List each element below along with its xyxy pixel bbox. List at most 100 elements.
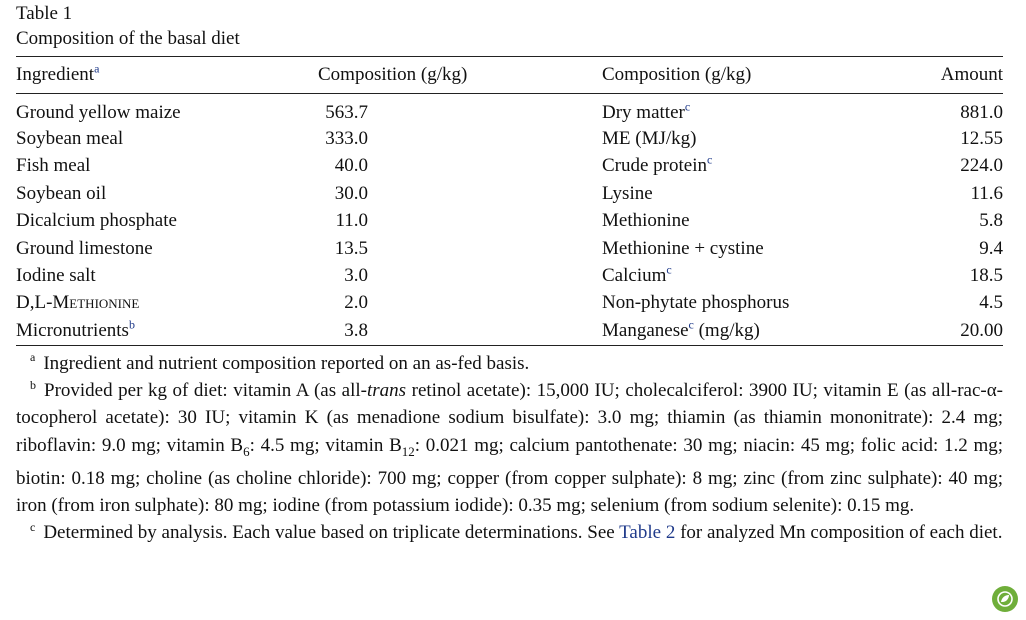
footnote-ref[interactable]: c: [688, 317, 694, 332]
nutrient-cell: Lysine: [602, 181, 918, 208]
ingredient-amount-cell: 3.8: [318, 318, 602, 345]
table-row: Soybean meal 333.0 ME (MJ/kg) 12.55: [16, 126, 1003, 153]
ingredient-name: Soybean meal: [16, 128, 124, 149]
ingredient-cell: Ground limestone: [16, 236, 318, 263]
table-header-row: Ingredienta Composition (g/kg) Compositi…: [16, 56, 1003, 94]
ingredient-amount: 11.0: [335, 210, 368, 232]
table-wrapper: Table 1 Composition of the basal diet In…: [16, 0, 1003, 547]
ingredient-amount-cell: 3.0: [318, 263, 602, 290]
ingredient-amount-cell: 30.0: [318, 181, 602, 208]
ingredient-cell: Iodine salt: [16, 263, 318, 290]
footnote-ref[interactable]: c: [707, 153, 713, 168]
table-row: Iodine salt 3.0 Calciumc 18.5: [16, 263, 1003, 290]
nutrient-amount: 4.5: [979, 292, 1003, 314]
table-row: Dicalcium phosphate 11.0 Methionine 5.8: [16, 208, 1003, 235]
nutrient-amount: 9.4: [979, 237, 1003, 259]
nutrient-amount-cell: 224.0: [918, 153, 1003, 180]
ingredient-name: D,L-Methionine: [16, 292, 140, 314]
ingredient-amount: 563.7: [325, 102, 368, 123]
nutrient-name: Non-phytate phosphorus: [602, 292, 790, 314]
ingredient-cell: Fish meal: [16, 153, 318, 180]
nutrient-amount: 11.6: [970, 182, 1003, 204]
nutrient-unit: (mg/kg): [693, 319, 760, 341]
nutrient-amount-cell: 9.4: [918, 236, 1003, 263]
ingredient-cell: Soybean meal: [16, 126, 318, 153]
composition-table: Ingredienta Composition (g/kg) Compositi…: [16, 56, 1003, 346]
table-row: Ground limestone 13.5 Methionine + cystine…: [16, 236, 1003, 263]
ingredient-name: Ground yellow maize: [16, 102, 181, 123]
ingredient-amount-cell: 333.0: [318, 126, 602, 153]
nutrient-amount: 12.55: [960, 128, 1003, 149]
ingredient-amount: 333.0: [325, 128, 368, 149]
ingredient-name: Dicalcium phosphate: [16, 210, 177, 232]
ingredient-cell: Dicalcium phosphate: [16, 208, 318, 235]
ingredient-amount-cell: 563.7: [318, 94, 602, 127]
nutrient-amount-cell: 5.8: [918, 208, 1003, 235]
header-amount: Amount: [940, 64, 1003, 85]
leaf-icon[interactable]: [992, 586, 1018, 612]
nutrient-name: Dry matter: [602, 102, 685, 123]
ingredient-name: Soybean oil: [16, 182, 107, 204]
table-row: Soybean oil 30.0 Lysine 11.6: [16, 181, 1003, 208]
nutrient-amount: 224.0: [960, 155, 1003, 177]
footnote-ref[interactable]: c: [666, 262, 672, 277]
ingredient-amount: 3.8: [344, 319, 368, 341]
ingredient-name: Ground limestone: [16, 237, 153, 259]
ingredient-name: Iodine salt: [16, 264, 96, 286]
ingredient-amount: 40.0: [334, 155, 368, 177]
nutrient-cell: Methionine + cystine: [602, 236, 918, 263]
footnote-b: b Provided per kg of diet: vitamin A (as …: [16, 377, 1004, 516]
nutrient-cell: Non-phytate phosphorus: [602, 290, 918, 317]
nutrient-name: Lysine: [602, 182, 653, 204]
nutrient-amount-cell: 881.0: [918, 94, 1003, 127]
ingredient-amount-cell: 13.5: [318, 236, 602, 263]
ingredient-cell: D,L-Methionine: [16, 290, 318, 317]
table-2-link[interactable]: Table 2: [619, 522, 676, 544]
nutrient-amount: 18.5: [969, 264, 1003, 286]
footnote-a: a Ingredient and nutrient composition rep…: [30, 350, 530, 374]
table-row: Fish meal 40.0 Crude proteinc 224.0: [16, 153, 1003, 180]
ingredient-amount-cell: 2.0: [318, 290, 602, 317]
footnote-ref[interactable]: a: [94, 61, 100, 76]
ingredient-amount: 3.0: [344, 264, 368, 286]
table-row: Ground yellow maize 563.7 Dry matterc 881.0: [16, 94, 1003, 127]
nutrient-cell: Crude proteinc: [602, 153, 918, 180]
ingredient-name: Micronutrients: [16, 319, 129, 341]
nutrient-name: Methionine: [602, 210, 690, 232]
nutrient-cell: Calciumc: [602, 263, 918, 290]
ingredient-amount-cell: 11.0: [318, 208, 602, 235]
nutrient-amount: 20.00: [960, 319, 1003, 341]
footnote-c: c Determined by analysis. Each value base…: [30, 519, 1003, 544]
nutrient-cell: Dry matterc: [602, 94, 918, 127]
header-composition-2: Composition (g/kg): [602, 64, 752, 85]
nutrient-name: Methionine + cystine: [602, 237, 764, 259]
ingredient-amount: 2.0: [344, 292, 368, 314]
ingredient-amount-cell: 40.0: [318, 153, 602, 180]
table-label: Table 1: [16, 3, 73, 24]
ingredient-cell: Soybean oil: [16, 181, 318, 208]
nutrient-cell: Manganesec (mg/kg): [602, 318, 918, 345]
nutrient-amount-cell: 18.5: [918, 263, 1003, 290]
nutrient-name: Manganese: [602, 319, 689, 341]
table-caption: Composition of the basal diet: [16, 28, 240, 49]
header-ingredient: Ingredienta: [16, 61, 100, 85]
header-composition-1: Composition (g/kg): [318, 64, 468, 85]
ingredient-amount: 30.0: [334, 182, 368, 204]
nutrient-cell: ME (MJ/kg): [602, 126, 918, 153]
table-row: Micronutrientsb 3.8 Manganesec (mg/kg) 20.0…: [16, 318, 1003, 346]
table-footnotes: a Ingredient and nutrient composition rep…: [16, 350, 1003, 547]
footnote-ref[interactable]: c: [684, 99, 691, 114]
nutrient-amount-cell: 20.00: [918, 318, 1003, 345]
nutrient-amount: 881.0: [960, 102, 1003, 123]
ingredient-amount: 13.5: [334, 237, 368, 259]
nutrient-amount-cell: 11.6: [918, 181, 1003, 208]
footnote-ref[interactable]: b: [128, 317, 135, 332]
nutrient-name: ME (MJ/kg): [602, 128, 697, 149]
nutrient-amount-cell: 4.5: [918, 290, 1003, 317]
ingredient-cell: Ground yellow maize: [16, 94, 318, 127]
ingredient-name: Fish meal: [16, 155, 91, 177]
ingredient-cell: Micronutrientsb: [16, 318, 318, 345]
nutrient-cell: Methionine: [602, 208, 918, 235]
nutrient-amount-cell: 12.55: [918, 126, 1003, 153]
nutrient-name: Calcium: [602, 264, 667, 286]
